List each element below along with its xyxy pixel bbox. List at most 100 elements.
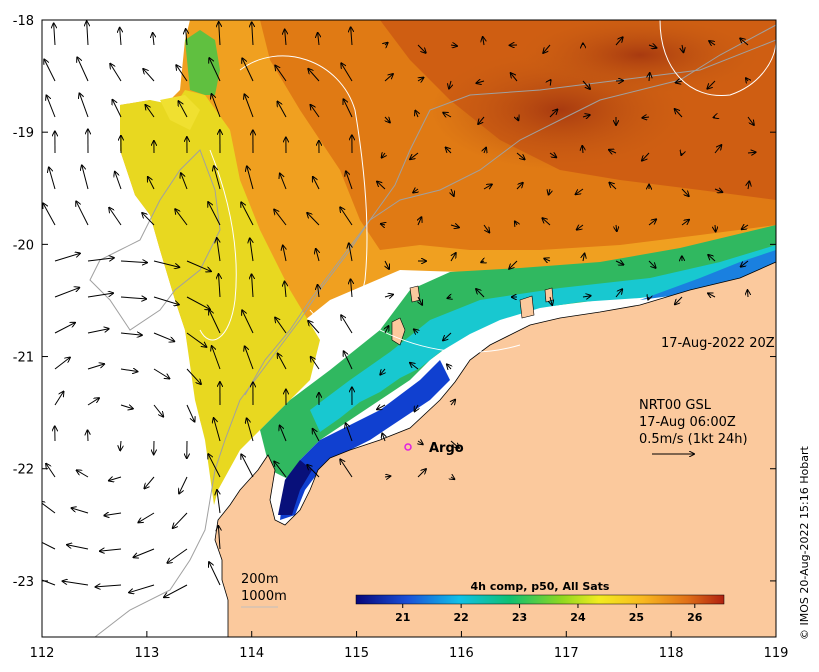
current-arrow-icon — [746, 78, 748, 81]
current-arrow-icon — [549, 188, 550, 195]
current-arrow-icon — [648, 219, 656, 226]
current-arrow-icon — [186, 29, 187, 46]
current-arrow-icon — [42, 541, 56, 550]
current-arrow-icon — [449, 80, 451, 89]
y-tick-label: -21 — [13, 351, 34, 366]
current-arrow-icon — [219, 274, 220, 298]
current-arrow-icon — [186, 404, 195, 422]
current-arrow-icon — [483, 37, 484, 46]
current-arrow-icon — [615, 289, 622, 298]
current-arrow-icon — [582, 80, 590, 89]
current-arrow-icon — [54, 288, 79, 298]
current-arrow-icon — [186, 296, 210, 309]
current-arrow-icon — [214, 418, 221, 442]
current-arrow-icon — [77, 470, 89, 478]
current-arrow-icon — [46, 95, 56, 118]
current-arrow-icon — [208, 454, 221, 478]
current-arrow-icon — [164, 584, 188, 597]
current-arrow-icon — [217, 238, 221, 262]
current-arrow-icon — [112, 100, 122, 118]
current-arrow-icon — [681, 220, 689, 226]
current-arrow-icon — [681, 153, 682, 155]
current-arrow-icon — [209, 58, 221, 82]
current-arrow-icon — [250, 238, 254, 262]
island — [409, 285, 421, 303]
current-arrow-icon — [307, 213, 320, 226]
current-arrow-icon — [176, 65, 188, 82]
current-arrow-icon — [478, 116, 485, 124]
current-arrow-icon — [517, 117, 518, 120]
current-arrow-icon — [209, 562, 221, 586]
x-tick-label: 118 — [659, 646, 684, 661]
current-source-label: NRT00 GSL — [639, 398, 712, 413]
current-arrow-icon — [714, 145, 721, 154]
current-arrow-icon — [247, 418, 254, 442]
current-arrow-icon — [418, 441, 423, 444]
current-arrow-icon — [542, 218, 551, 226]
current-arrow-icon — [382, 433, 385, 442]
current-arrow-icon — [318, 285, 319, 298]
current-arrow-icon — [283, 246, 286, 262]
current-arrow-icon — [148, 177, 155, 190]
bathymetry-contours — [89, 24, 776, 637]
current-arrow-icon — [120, 440, 121, 450]
contour-200-label: 200m — [241, 572, 278, 587]
current-arrow-icon — [642, 152, 650, 161]
contour-1000-label: 1000m — [241, 589, 287, 604]
current-arrow-icon — [218, 526, 220, 550]
current-arrow-icon — [515, 221, 517, 225]
current-arrow-icon — [410, 152, 419, 159]
current-arrow-icon — [451, 400, 455, 405]
current-time-label: 17-Aug 06:00Z — [639, 415, 736, 430]
current-arrow-icon — [747, 152, 756, 153]
x-tick-label: 114 — [239, 646, 264, 661]
current-arrow-icon — [143, 69, 155, 82]
current-arrow-icon — [675, 296, 683, 304]
current-arrow-icon — [382, 153, 385, 158]
current-arrow-icon — [549, 109, 557, 118]
current-arrow-icon — [67, 545, 89, 550]
current-arrow-icon — [307, 465, 320, 478]
current-arrow-icon — [43, 203, 56, 226]
colorbar-tick-label: 23 — [512, 611, 527, 624]
current-arrow-icon — [120, 405, 133, 409]
x-tick-label: 116 — [449, 646, 474, 661]
current-arrow-icon — [219, 22, 220, 46]
current-arrow-icon — [484, 148, 486, 153]
current-arrow-icon — [49, 167, 56, 190]
current-arrow-icon — [153, 404, 163, 417]
current-arrow-icon — [450, 253, 456, 262]
current-arrow-icon — [87, 21, 88, 46]
current-scale-label: 0.5m/s (1kt 24h) — [639, 432, 748, 447]
current-arrow-icon — [476, 81, 485, 83]
current-arrow-icon — [179, 476, 188, 493]
current-arrow-icon — [247, 166, 254, 190]
current-arrow-icon — [46, 464, 56, 478]
current-arrow-icon — [242, 58, 254, 82]
argo-marker-icon[interactable] — [404, 443, 412, 451]
land-mass — [215, 262, 776, 637]
current-arrow-icon — [476, 289, 485, 298]
current-arrow-icon — [583, 254, 584, 262]
current-arrow-icon — [649, 73, 650, 82]
current-arrow-icon — [550, 296, 552, 305]
current-arrow-icon — [443, 332, 452, 340]
current-arrow-icon — [417, 44, 426, 53]
current-arrow-icon — [134, 548, 155, 557]
colorbar-tick-label: 24 — [570, 611, 586, 624]
current-arrow-icon — [63, 581, 89, 586]
current-arrow-icon — [82, 165, 89, 190]
current-arrow-icon — [340, 459, 353, 478]
y-tick-label: -23 — [13, 575, 34, 590]
current-arrow-icon — [616, 224, 617, 231]
current-arrow-icon — [415, 111, 418, 118]
current-arrow-icon — [741, 260, 749, 267]
current-arrow-icon — [450, 440, 459, 448]
y-tick-label: -20 — [13, 238, 34, 253]
barrow-island — [391, 317, 406, 346]
current-arrow-icon — [208, 202, 221, 226]
current-arrow-icon — [209, 310, 221, 334]
current-arrow-icon — [648, 45, 656, 48]
current-arrow-icon — [310, 105, 320, 118]
